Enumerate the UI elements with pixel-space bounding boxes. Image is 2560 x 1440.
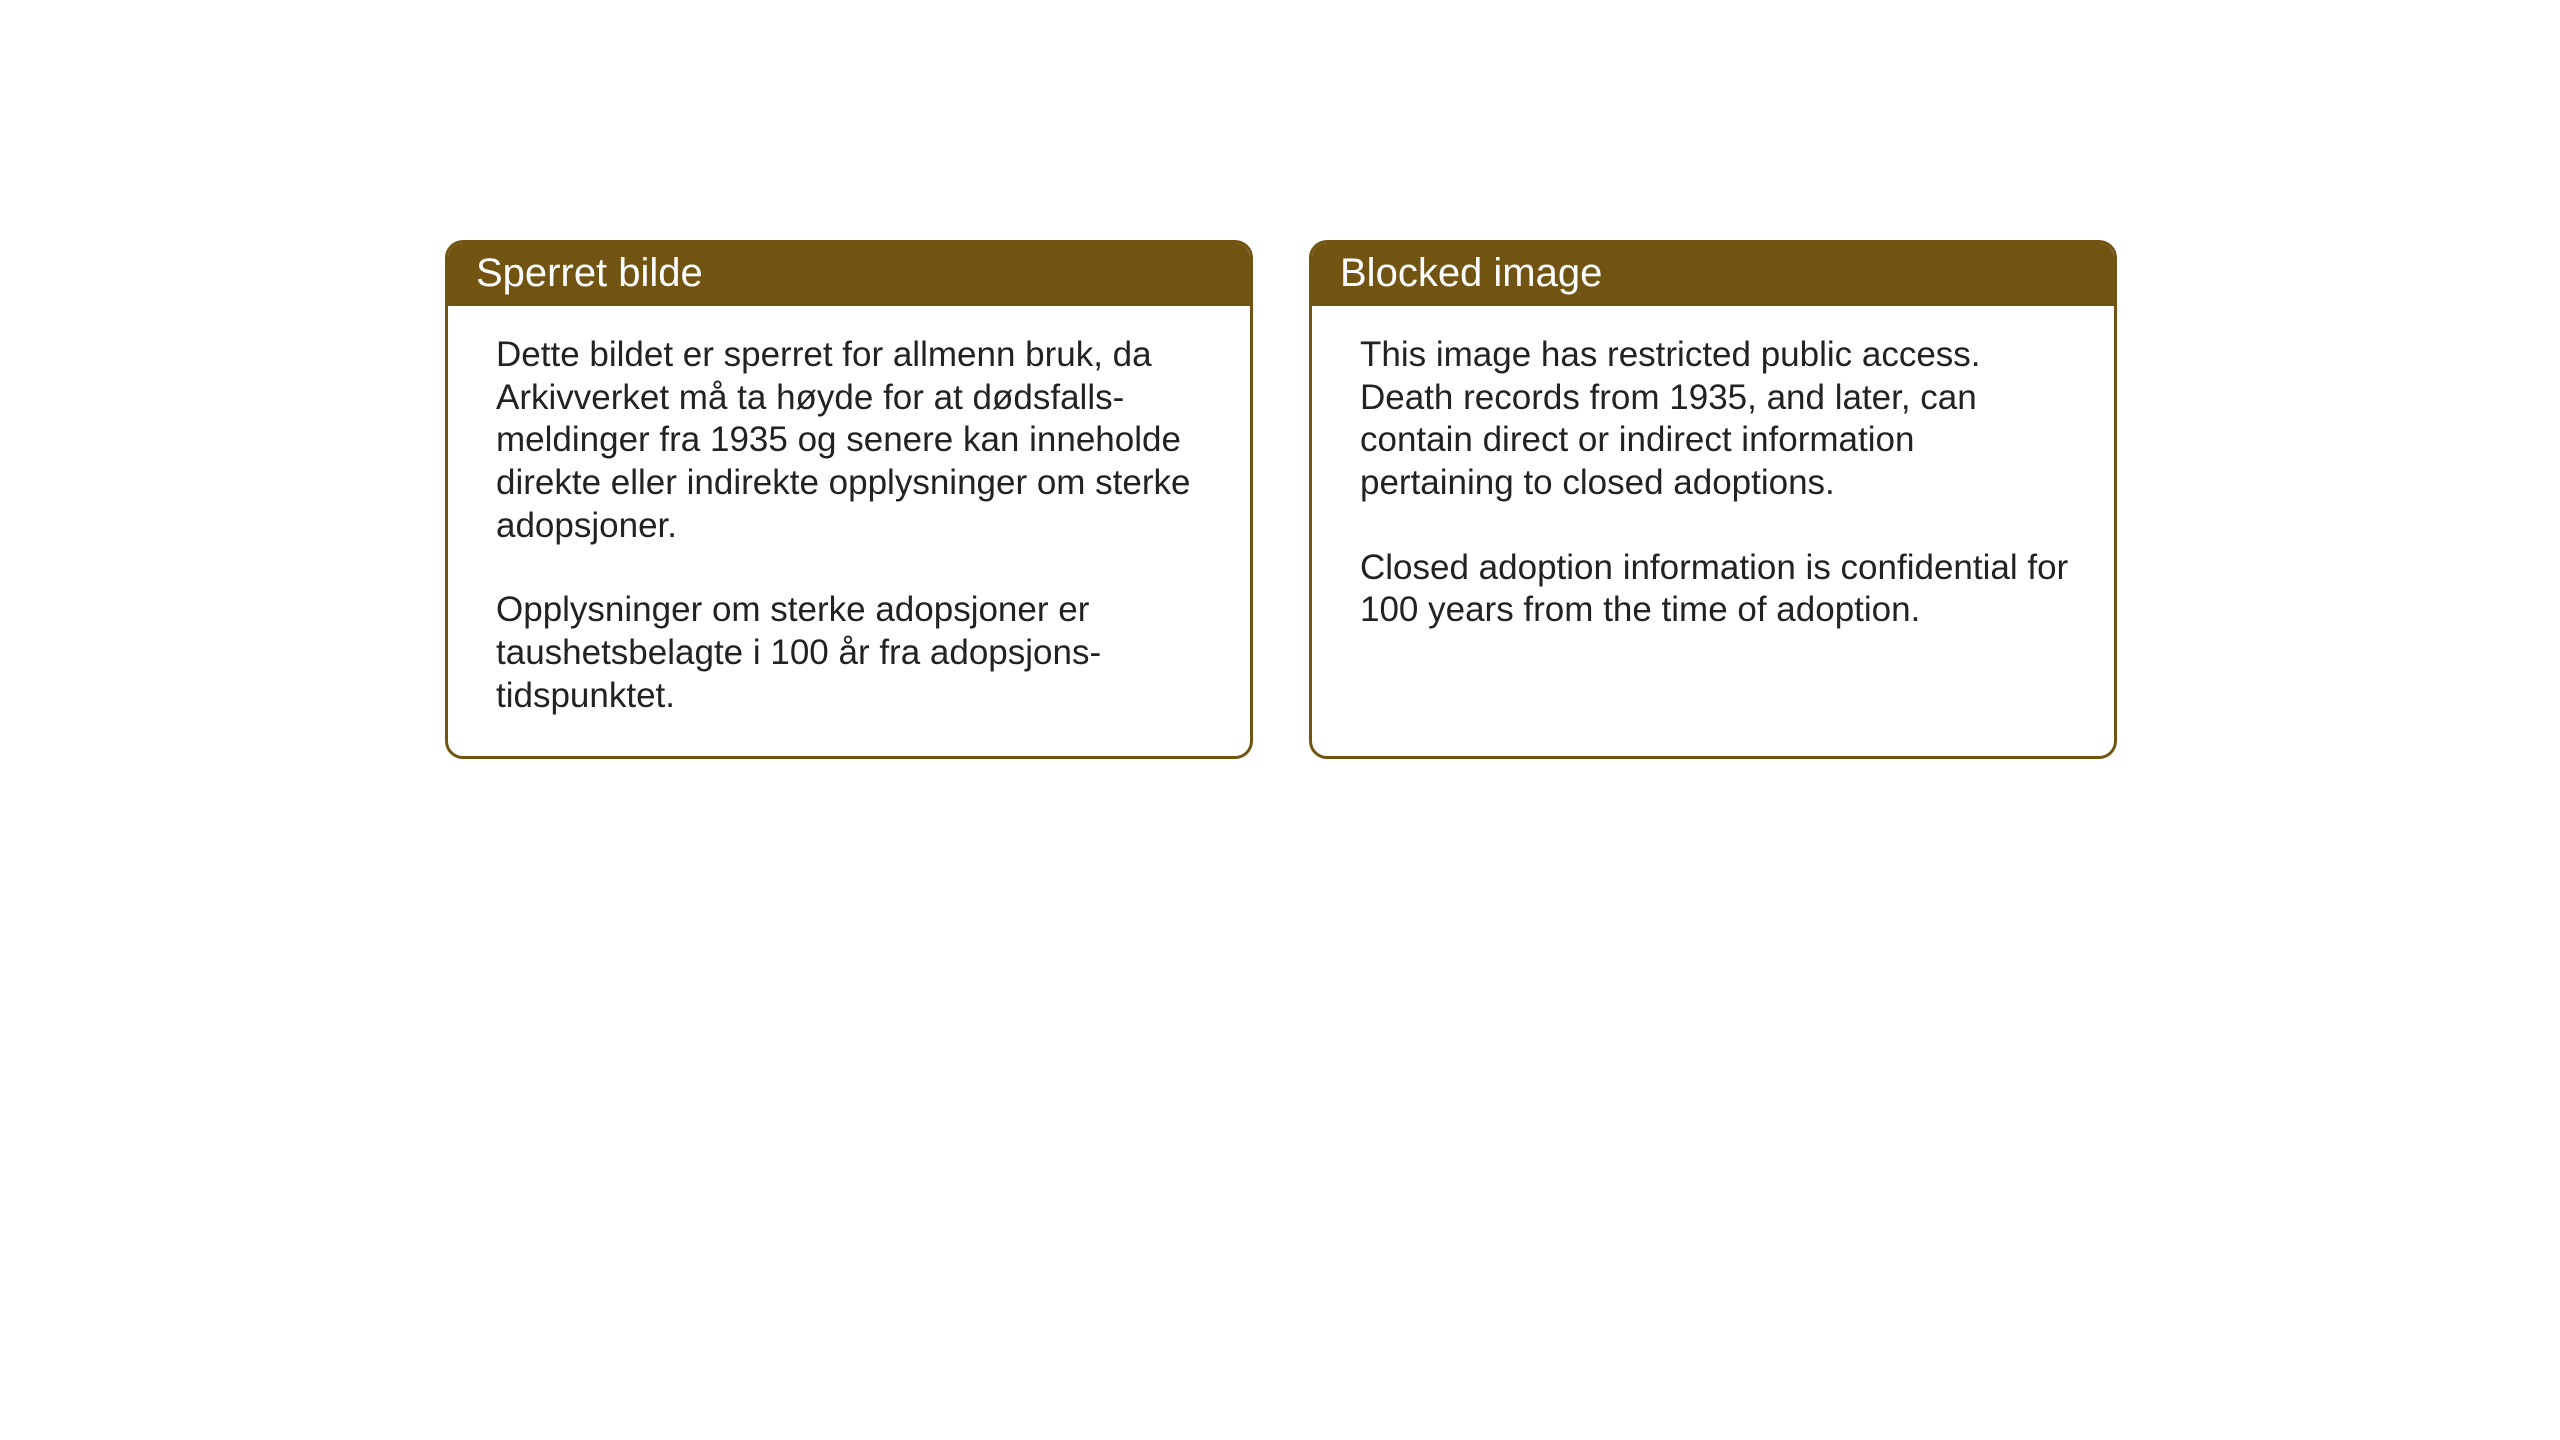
card-english-title: Blocked image [1340, 251, 1602, 295]
card-english-para1: This image has restricted public access.… [1360, 334, 2072, 505]
card-norwegian-para2: Opplysninger om sterke adopsjoner er tau… [496, 589, 1208, 717]
card-norwegian-para1: Dette bildet er sperret for allmenn bruk… [496, 334, 1208, 547]
card-norwegian-header: Sperret bilde [448, 243, 1250, 306]
card-norwegian-title: Sperret bilde [476, 251, 703, 295]
card-english: Blocked image This image has restricted … [1309, 240, 2117, 759]
card-english-para2: Closed adoption information is confident… [1360, 547, 2072, 632]
cards-container: Sperret bilde Dette bildet er sperret fo… [445, 240, 2117, 759]
card-norwegian: Sperret bilde Dette bildet er sperret fo… [445, 240, 1253, 759]
card-english-header: Blocked image [1312, 243, 2114, 306]
card-english-body: This image has restricted public access.… [1312, 306, 2114, 670]
card-norwegian-body: Dette bildet er sperret for allmenn bruk… [448, 306, 1250, 756]
